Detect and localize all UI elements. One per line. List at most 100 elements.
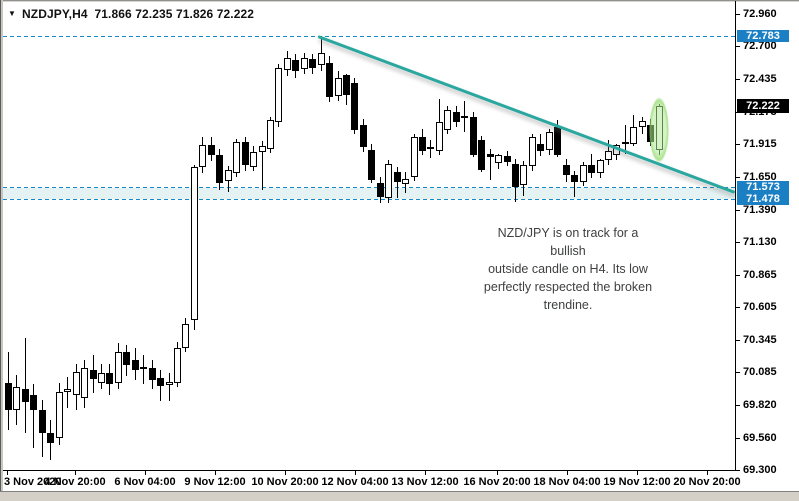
time-tick-label: 4 Nov 20:00	[44, 476, 106, 488]
price-tick	[736, 470, 740, 471]
time-tick	[7, 471, 8, 475]
candle-body-bullish	[233, 142, 240, 174]
time-tick	[497, 471, 498, 475]
candle-body-bullish	[318, 52, 325, 66]
candle-body-bearish	[360, 124, 367, 148]
candle-body-bearish	[157, 377, 164, 387]
candle-body-bullish	[259, 146, 266, 153]
level-price-label: 71.478	[737, 192, 789, 205]
level-price-label: 71.573	[737, 180, 789, 193]
candle-body-bullish	[436, 122, 443, 152]
time-tick	[355, 471, 356, 475]
ohlc-values: 71.866 72.235 71.826 72.222	[94, 7, 255, 21]
price-tick	[736, 242, 740, 243]
statusbar-strip	[0, 492, 799, 501]
candle-body-bullish	[546, 132, 553, 150]
symbol-dropdown-icon[interactable]: ▼	[8, 9, 17, 18]
price-tick	[736, 177, 740, 179]
time-tick-label: 13 Nov 12:00	[391, 476, 459, 488]
candle-body-bullish	[13, 386, 20, 411]
candle-wick	[169, 372, 170, 402]
candle-body-bullish	[199, 144, 206, 168]
candle-body-bearish	[478, 139, 485, 170]
candle-body-bearish	[326, 62, 333, 98]
candle-body-bearish	[453, 112, 460, 123]
candle-body-bearish	[123, 351, 130, 366]
symbol-header: ▼ NZDJPY,H4 71.866 72.235 71.826 72.222	[8, 7, 254, 21]
price-tick-label: 70.085	[743, 366, 777, 379]
candle-body-bearish	[5, 382, 12, 411]
candle-wick	[67, 376, 68, 408]
horizontal-level-line[interactable]	[3, 187, 735, 188]
candle-wick	[397, 167, 398, 199]
current-price-label: 72.222	[737, 98, 789, 113]
candle-body-bullish	[580, 164, 587, 183]
candle-body-bullish	[174, 347, 181, 383]
time-tick	[285, 471, 286, 475]
time-tick-label: 3 Nov 2020	[4, 476, 62, 488]
candle-body-bullish	[605, 151, 612, 160]
candle-body-bearish	[216, 154, 223, 184]
candle-body-bearish	[563, 164, 570, 175]
candle-body-bullish	[140, 366, 147, 369]
candle-body-bullish	[225, 169, 232, 181]
price-tick	[736, 79, 740, 81]
price-tick	[736, 405, 740, 407]
candle-body-bearish	[309, 58, 316, 68]
candle-body-bullish	[461, 116, 468, 119]
price-tick-label: 71.390	[743, 203, 777, 216]
price-tick-label: 69.300	[743, 464, 777, 476]
candle-body-bearish	[470, 117, 477, 155]
candle-body-bullish	[64, 389, 71, 392]
candle-wick	[490, 148, 491, 180]
price-tick-label: 71.915	[743, 138, 777, 151]
price-tick-label: 71.130	[743, 236, 777, 248]
price-tick-label: 70.345	[743, 333, 777, 346]
price-tick	[736, 372, 740, 374]
candle-wick	[143, 355, 144, 385]
candle-body-bearish	[343, 75, 350, 95]
horizontal-level-line[interactable]	[3, 36, 735, 37]
price-tick	[736, 14, 740, 15]
candle-body-bullish	[191, 167, 198, 321]
time-tick	[425, 471, 426, 475]
candle-body-bullish	[182, 324, 189, 348]
price-tick	[736, 275, 740, 276]
time-tick	[75, 471, 76, 475]
candle-body-bearish	[149, 367, 156, 381]
candle-body-bullish	[402, 178, 409, 184]
candle-body-bullish	[529, 137, 536, 166]
annotation-text[interactable]: NZD/JPY is on track for a bullish outsid…	[483, 226, 653, 312]
time-tick-label: 10 Nov 20:00	[251, 476, 319, 488]
candle-body-bearish	[22, 389, 29, 402]
price-tick-label: 72.700	[743, 40, 777, 53]
candle-body-bullish	[385, 163, 392, 199]
highlight-ellipse[interactable]	[649, 97, 669, 163]
candle-body-bearish	[90, 370, 97, 379]
candle-body-bearish	[47, 432, 54, 443]
price-tick	[736, 46, 740, 48]
time-tick-label: 6 Nov 04:00	[114, 476, 176, 488]
candle-body-bearish	[571, 174, 578, 183]
time-tick-label: 16 Nov 20:00	[463, 476, 531, 488]
candle-body-bullish	[81, 367, 88, 398]
candle-body-bearish	[588, 164, 595, 174]
candle-body-bearish	[394, 172, 401, 183]
candle-body-bearish	[106, 372, 113, 384]
window-left-border	[0, 0, 1, 501]
support-zone-band	[3, 187, 735, 199]
price-tick	[736, 339, 740, 341]
candle-body-bullish	[250, 152, 257, 168]
candle-body-bearish	[351, 82, 358, 130]
candle-wick	[25, 337, 26, 433]
level-price-label: 72.783	[737, 30, 789, 43]
time-tick	[567, 471, 568, 475]
time-tick-label: 20 Nov 20:00	[673, 476, 741, 488]
candle-body-bullish	[427, 147, 434, 150]
candle-body-bullish	[495, 154, 502, 164]
price-tick-label: 70.605	[743, 301, 777, 314]
time-tick	[707, 471, 708, 475]
candle-body-bearish	[368, 149, 375, 180]
horizontal-level-line[interactable]	[3, 199, 735, 200]
